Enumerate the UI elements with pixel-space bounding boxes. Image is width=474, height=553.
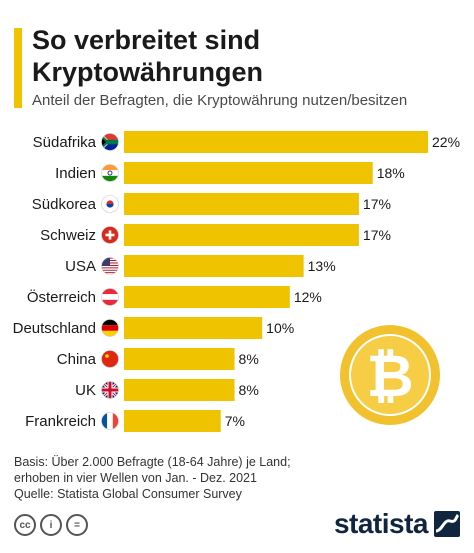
category-label: UK <box>75 382 96 399</box>
cc-icon[interactable]: cc <box>14 514 36 536</box>
value-label: 13% <box>308 258 336 274</box>
category-label: Südkorea <box>32 196 97 213</box>
ch-flag <box>101 226 119 244</box>
chart-subtitle: Anteil der Befragten, die Kryptowährung … <box>32 92 408 109</box>
de-flag <box>101 319 119 337</box>
value-label: 22% <box>432 134 460 150</box>
category-label: USA <box>65 258 96 275</box>
title-line-1: So verbreitet sind <box>32 25 261 55</box>
chart-title: So verbreitet sind Kryptowährungen <box>32 24 263 88</box>
bar <box>124 193 359 215</box>
category-label: Indien <box>55 165 96 182</box>
value-label: 8% <box>239 351 259 367</box>
statista-wordmark: statista <box>333 508 429 539</box>
bitcoin-symbol: ₿ <box>366 342 413 410</box>
source-line-1: Basis: Über 2.000 Befragte (18-64 Jahre)… <box>14 455 291 469</box>
category-label: Frankreich <box>25 413 96 430</box>
statista-mark-icon <box>434 511 460 537</box>
za-flag <box>101 133 119 151</box>
bar <box>124 286 290 308</box>
nd-icon[interactable]: = <box>66 514 88 536</box>
bar <box>124 131 428 153</box>
uk-flag <box>101 381 119 399</box>
category-label: Schweiz <box>40 227 96 244</box>
license-icons: cc i = <box>14 514 88 536</box>
bar <box>124 255 304 277</box>
source-line-3: Quelle: Statista Global Consumer Survey <box>14 487 242 501</box>
bar-chart: ₿ Südafrika 22% Indien 18% Südkorea 17% Schwei… <box>13 131 460 432</box>
value-label: 8% <box>239 382 259 398</box>
category-label: China <box>57 351 97 368</box>
category-label: Südafrika <box>33 134 97 151</box>
fr-flag <box>101 412 119 430</box>
bar <box>124 348 235 370</box>
bar <box>124 410 221 432</box>
category-label: Österreich <box>27 288 96 306</box>
cn-flag <box>101 350 119 368</box>
in-flag <box>101 164 119 182</box>
at-flag <box>101 288 119 306</box>
bar <box>124 224 359 246</box>
source-line-2: erhoben in vier Wellen von Jan. - Dez. 2… <box>14 471 257 485</box>
statista-logo[interactable]: statista <box>334 508 460 540</box>
category-label: Deutschland <box>13 320 96 337</box>
value-label: 7% <box>225 413 245 429</box>
title-line-2: Kryptowährungen <box>32 57 264 87</box>
bitcoin-coin-icon: ₿ <box>340 325 440 425</box>
by-icon[interactable]: i <box>40 514 62 536</box>
value-label: 18% <box>377 165 405 181</box>
title-accent-bar <box>14 28 22 108</box>
value-label: 10% <box>266 320 294 336</box>
bar <box>124 162 373 184</box>
bar <box>124 317 263 339</box>
value-label: 17% <box>363 227 391 243</box>
value-label: 12% <box>294 289 322 305</box>
source-note: Basis: Über 2.000 Befragte (18-64 Jahre)… <box>14 454 291 502</box>
value-label: 17% <box>363 196 391 212</box>
us-flag <box>101 257 119 275</box>
kr-flag <box>101 195 119 213</box>
bar <box>124 379 235 401</box>
